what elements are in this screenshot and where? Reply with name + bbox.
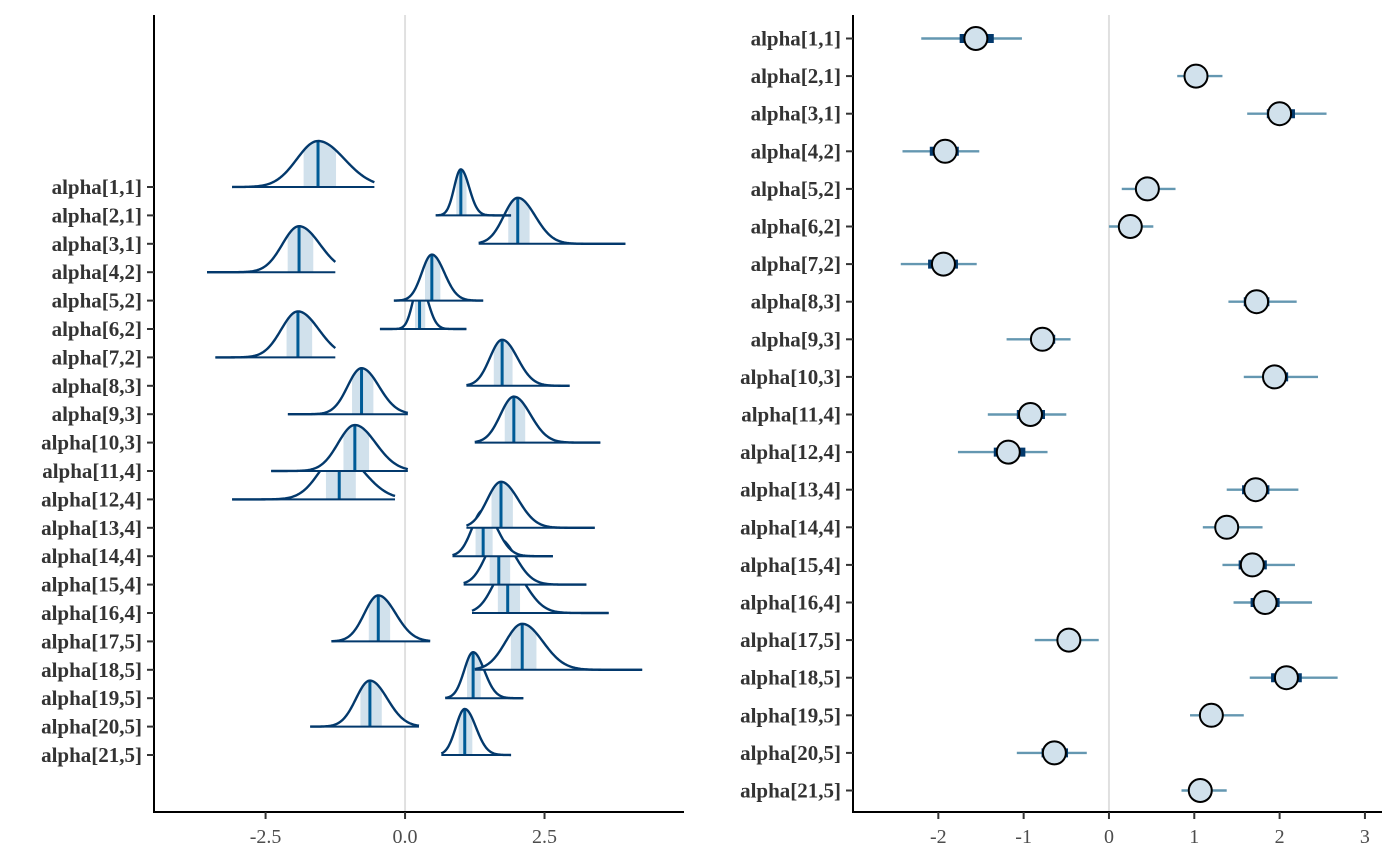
y-tick-labels: alpha[21,5] alpha[20,5] alpha[19,5] alpha[1… xyxy=(41,175,154,767)
y-tick-label-alpha-4-2: alpha[4,2] xyxy=(52,260,142,284)
point-estimate-alpha-9-3 xyxy=(1029,326,1055,352)
point-estimate-alpha-7-2 xyxy=(930,251,956,277)
point-estimate-alpha-13-4 xyxy=(1243,477,1269,503)
x-tick-label: 0.0 xyxy=(393,826,418,848)
point-estimate-alpha-20-5 xyxy=(1041,740,1067,766)
x-tick-label: 1 xyxy=(1189,826,1199,848)
interval-panel: alpha[1,1] alpha[2,1] alpha[3,1] alpha[4,2]… xyxy=(740,15,1382,848)
y-tick-label-alpha-3-1: alpha[3,1] xyxy=(52,232,142,256)
ridges-layer xyxy=(207,139,643,757)
point-estimate-alpha-18-5 xyxy=(1273,665,1299,691)
y-tick-label-alpha-16-4: alpha[16,4] xyxy=(740,591,841,615)
y-tick-label-alpha-8-3: alpha[8,3] xyxy=(751,290,841,314)
point-estimate-alpha-12-4 xyxy=(995,439,1021,465)
point-estimate-alpha-16-4 xyxy=(1252,590,1278,615)
y-tick-label-alpha-18-5: alpha[18,5] xyxy=(41,658,142,682)
point-estimate-alpha-14-4 xyxy=(1214,514,1240,540)
y-tick-label-alpha-11-4: alpha[11,4] xyxy=(741,403,841,427)
y-tick-label-alpha-19-5: alpha[19,5] xyxy=(740,703,841,727)
point-estimate-alpha-10-3 xyxy=(1261,364,1287,390)
x-tick-label: 2 xyxy=(1275,826,1285,848)
ridge-fill-alpha-18-5 xyxy=(474,623,643,670)
x-tick-labels: -2 -1 0 1 2 3 xyxy=(930,812,1370,848)
ridge-fill-alpha-7-2 xyxy=(215,311,336,358)
x-tick-label: 3 xyxy=(1360,826,1370,848)
ridge-fill-alpha-19-5 xyxy=(445,652,524,699)
y-tick-label-alpha-14-4: alpha[14,4] xyxy=(41,544,142,568)
y-tick-label-alpha-1-1: alpha[1,1] xyxy=(52,175,142,199)
point-estimate-alpha-21-5 xyxy=(1187,778,1213,803)
y-tick-label-alpha-19-5: alpha[19,5] xyxy=(41,686,142,710)
y-tick-label-alpha-14-4: alpha[14,4] xyxy=(740,515,841,539)
y-tick-label-alpha-17-5: alpha[17,5] xyxy=(41,629,142,653)
y-tick-label-alpha-10-3: alpha[10,3] xyxy=(740,365,841,389)
y-tick-labels: alpha[1,1] alpha[2,1] alpha[3,1] alpha[4,2]… xyxy=(740,27,853,803)
point-estimate-alpha-8-3 xyxy=(1244,289,1270,315)
y-tick-label-alpha-17-5: alpha[17,5] xyxy=(740,628,841,652)
y-tick-label-alpha-21-5: alpha[21,5] xyxy=(41,743,142,767)
y-tick-label-alpha-20-5: alpha[20,5] xyxy=(740,741,841,765)
y-tick-label-alpha-6-2: alpha[6,2] xyxy=(52,317,142,341)
ridge-interval-alpha-1-1 xyxy=(303,141,337,187)
y-tick-label-alpha-15-4: alpha[15,4] xyxy=(740,553,841,577)
y-tick-label-alpha-2-1: alpha[2,1] xyxy=(751,64,841,88)
y-tick-label-alpha-5-2: alpha[5,2] xyxy=(751,177,841,201)
y-tick-label-alpha-8-3: alpha[8,3] xyxy=(52,374,142,398)
y-tick-label-alpha-7-2: alpha[7,2] xyxy=(751,252,841,276)
y-tick-label-alpha-4-2: alpha[4,2] xyxy=(751,139,841,163)
ridge-fill-alpha-1-1 xyxy=(232,141,375,187)
ridge-curve-alpha-17-5 xyxy=(331,594,431,643)
point-estimate-alpha-5-2 xyxy=(1134,176,1160,202)
y-tick-label-alpha-1-1: alpha[1,1] xyxy=(751,27,841,51)
point-estimate-alpha-15-4 xyxy=(1239,552,1265,578)
y-tick-label-alpha-15-4: alpha[15,4] xyxy=(41,573,142,597)
y-tick-label-alpha-7-2: alpha[7,2] xyxy=(52,345,142,369)
y-tick-label-alpha-2-1: alpha[2,1] xyxy=(52,203,142,227)
point-estimate-alpha-2-1 xyxy=(1183,63,1209,89)
x-tick-labels: -2.5 0.0 2.5 xyxy=(250,812,557,848)
ridge-fill-alpha-11-4 xyxy=(271,425,408,471)
ridge-fill-alpha-9-3 xyxy=(287,368,408,415)
point-estimate-alpha-1-1 xyxy=(963,26,989,51)
ridge-fill-alpha-4-2 xyxy=(207,226,336,273)
x-tick-label: 0 xyxy=(1104,826,1114,848)
ridge-fill-alpha-8-3 xyxy=(466,339,570,386)
y-tick-label-alpha-10-3: alpha[10,3] xyxy=(41,431,142,455)
x-tick-label: -2.5 xyxy=(250,826,282,848)
y-tick-label-alpha-13-4: alpha[13,4] xyxy=(41,516,142,540)
point-estimate-alpha-4-2 xyxy=(932,138,958,164)
ridge-fill-alpha-21-5 xyxy=(441,709,512,755)
x-tick-label: -1 xyxy=(1015,826,1032,848)
point-estimate-alpha-11-4 xyxy=(1017,402,1043,427)
ridge-fill-alpha-2-1 xyxy=(435,169,512,216)
y-tick-label-alpha-3-1: alpha[3,1] xyxy=(751,102,841,126)
y-tick-label-alpha-20-5: alpha[20,5] xyxy=(41,715,142,739)
y-tick-label-alpha-9-3: alpha[9,3] xyxy=(751,327,841,351)
y-tick-label-alpha-9-3: alpha[9,3] xyxy=(52,402,142,426)
x-tick-label: 2.5 xyxy=(532,826,557,848)
point-estimate-alpha-6-2 xyxy=(1117,214,1143,239)
point-estimate-alpha-3-1 xyxy=(1267,101,1293,127)
ridgeline-panel: alpha[21,5] alpha[20,5] alpha[19,5] alpha[1… xyxy=(41,15,684,848)
point-estimate-alpha-19-5 xyxy=(1198,702,1224,728)
ridge-fill-alpha-10-3 xyxy=(474,396,601,443)
point-estimate-alpha-17-5 xyxy=(1056,627,1082,653)
intervals-layer xyxy=(900,26,1338,803)
x-tick-label: -2 xyxy=(930,826,947,848)
y-tick-label-alpha-6-2: alpha[6,2] xyxy=(751,215,841,239)
y-tick-label-alpha-16-4: alpha[16,4] xyxy=(41,601,142,625)
y-tick-label-alpha-5-2: alpha[5,2] xyxy=(52,289,142,313)
y-tick-label-alpha-21-5: alpha[21,5] xyxy=(740,779,841,803)
y-tick-label-alpha-11-4: alpha[11,4] xyxy=(42,459,142,483)
y-tick-label-alpha-12-4: alpha[12,4] xyxy=(41,487,142,511)
y-tick-label-alpha-18-5: alpha[18,5] xyxy=(740,666,841,690)
y-tick-label-alpha-12-4: alpha[12,4] xyxy=(740,440,841,464)
y-tick-label-alpha-13-4: alpha[13,4] xyxy=(740,478,841,502)
